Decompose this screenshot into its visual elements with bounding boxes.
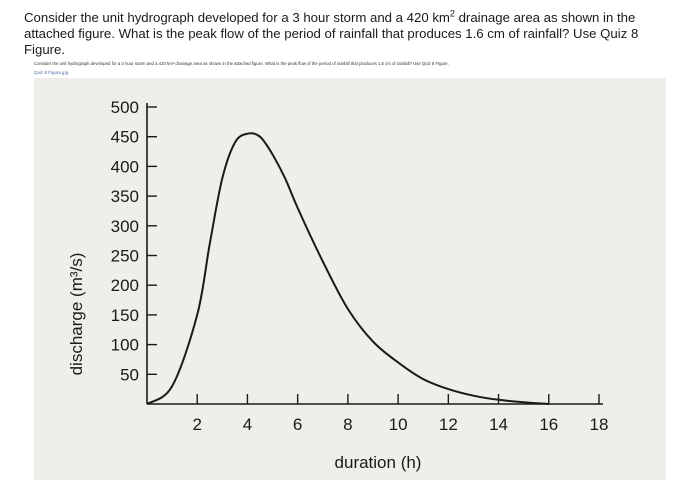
hydrograph-figure: 50 100 150 200 250 300 350 400 450 500 2 4 6 8 10 12 14 1… bbox=[34, 78, 666, 480]
question-text: Consider the unit hydrograph developed f… bbox=[24, 8, 664, 58]
y-tick-label: 450 bbox=[111, 128, 139, 147]
x-tick-label: 14 bbox=[489, 415, 508, 434]
x-tick-label: 4 bbox=[243, 415, 252, 434]
question-text-end: drainage area as shown in the attached f… bbox=[24, 10, 639, 57]
x-tick-label: 2 bbox=[192, 415, 201, 434]
y-tick-label: 50 bbox=[120, 365, 139, 384]
y-tick-label: 350 bbox=[111, 187, 139, 206]
y-tick-label: 400 bbox=[111, 157, 139, 176]
x-axis-label: duration (h) bbox=[335, 453, 422, 472]
hydrograph-curve bbox=[146, 132, 549, 405]
y-tick-label: 500 bbox=[111, 98, 139, 117]
y-axis-label: discharge (m³/s) bbox=[67, 253, 86, 376]
x-tick-label: 12 bbox=[439, 415, 458, 434]
y-tick-label: 150 bbox=[111, 306, 139, 325]
y-tick-label: 250 bbox=[111, 247, 139, 266]
x-tick-label: 6 bbox=[293, 415, 302, 434]
question-thumbnail-text: Consider the unit hydrograph developed f… bbox=[34, 61, 449, 66]
attachment-link[interactable]: Quiz 8 Figure.jpg bbox=[34, 70, 69, 75]
x-tick-label: 8 bbox=[343, 415, 352, 434]
y-tick-label: 100 bbox=[111, 336, 139, 355]
x-tick-label: 10 bbox=[389, 415, 408, 434]
question-text-start: Consider the unit hydrograph developed f… bbox=[24, 10, 450, 25]
x-tick-label: 16 bbox=[539, 415, 558, 434]
hydrograph-chart: 50 100 150 200 250 300 350 400 450 500 2 4 6 8 10 12 14 1… bbox=[67, 98, 609, 472]
y-tick-label: 300 bbox=[111, 217, 139, 236]
question-superscript: 2 bbox=[449, 8, 455, 19]
x-tick-label: 18 bbox=[590, 415, 609, 434]
y-tick-label: 200 bbox=[111, 276, 139, 295]
